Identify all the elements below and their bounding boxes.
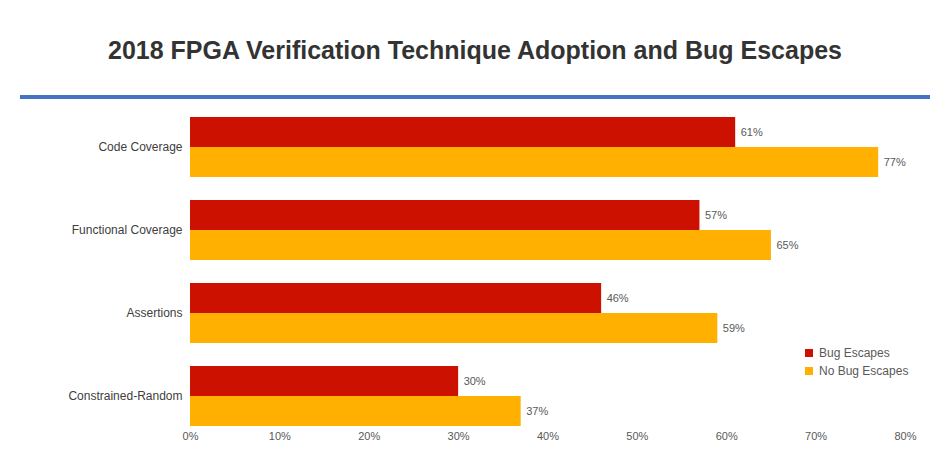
svg-text:57%: 57% (705, 209, 727, 221)
svg-text:Functional Coverage: Functional Coverage (72, 223, 183, 237)
svg-text:40%: 40% (537, 430, 559, 442)
html-text:2018 FPGA Verification Techniq: 2018 FPGA Verification Technique Adoptio… (108, 36, 842, 64)
svg-text:60%: 60% (716, 430, 738, 442)
svg-text:70%: 70% (805, 430, 827, 442)
svg-text:10%: 10% (269, 430, 291, 442)
svg-text:46%: 46% (607, 292, 629, 304)
svg-text:Code Coverage: Code Coverage (98, 140, 182, 154)
svg-text:30%: 30% (464, 375, 486, 387)
svg-text:65%: 65% (776, 239, 798, 251)
html-text:No Bug Escapes: No Bug Escapes (819, 364, 909, 378)
svg-text:37%: 37% (526, 405, 548, 417)
svg-text:77%: 77% (884, 156, 906, 168)
svg-text:Constrained-Random: Constrained-Random (68, 389, 182, 403)
svg-text:80%: 80% (894, 430, 916, 442)
svg-text:59%: 59% (723, 322, 745, 334)
svg-text:50%: 50% (626, 430, 648, 442)
svg-text:Assertions: Assertions (126, 306, 182, 320)
svg-text:61%: 61% (741, 126, 763, 138)
svg-text:20%: 20% (358, 430, 380, 442)
html-text:Bug Escapes: Bug Escapes (819, 346, 890, 360)
svg-text:30%: 30% (448, 430, 470, 442)
svg-text:0%: 0% (183, 430, 199, 442)
